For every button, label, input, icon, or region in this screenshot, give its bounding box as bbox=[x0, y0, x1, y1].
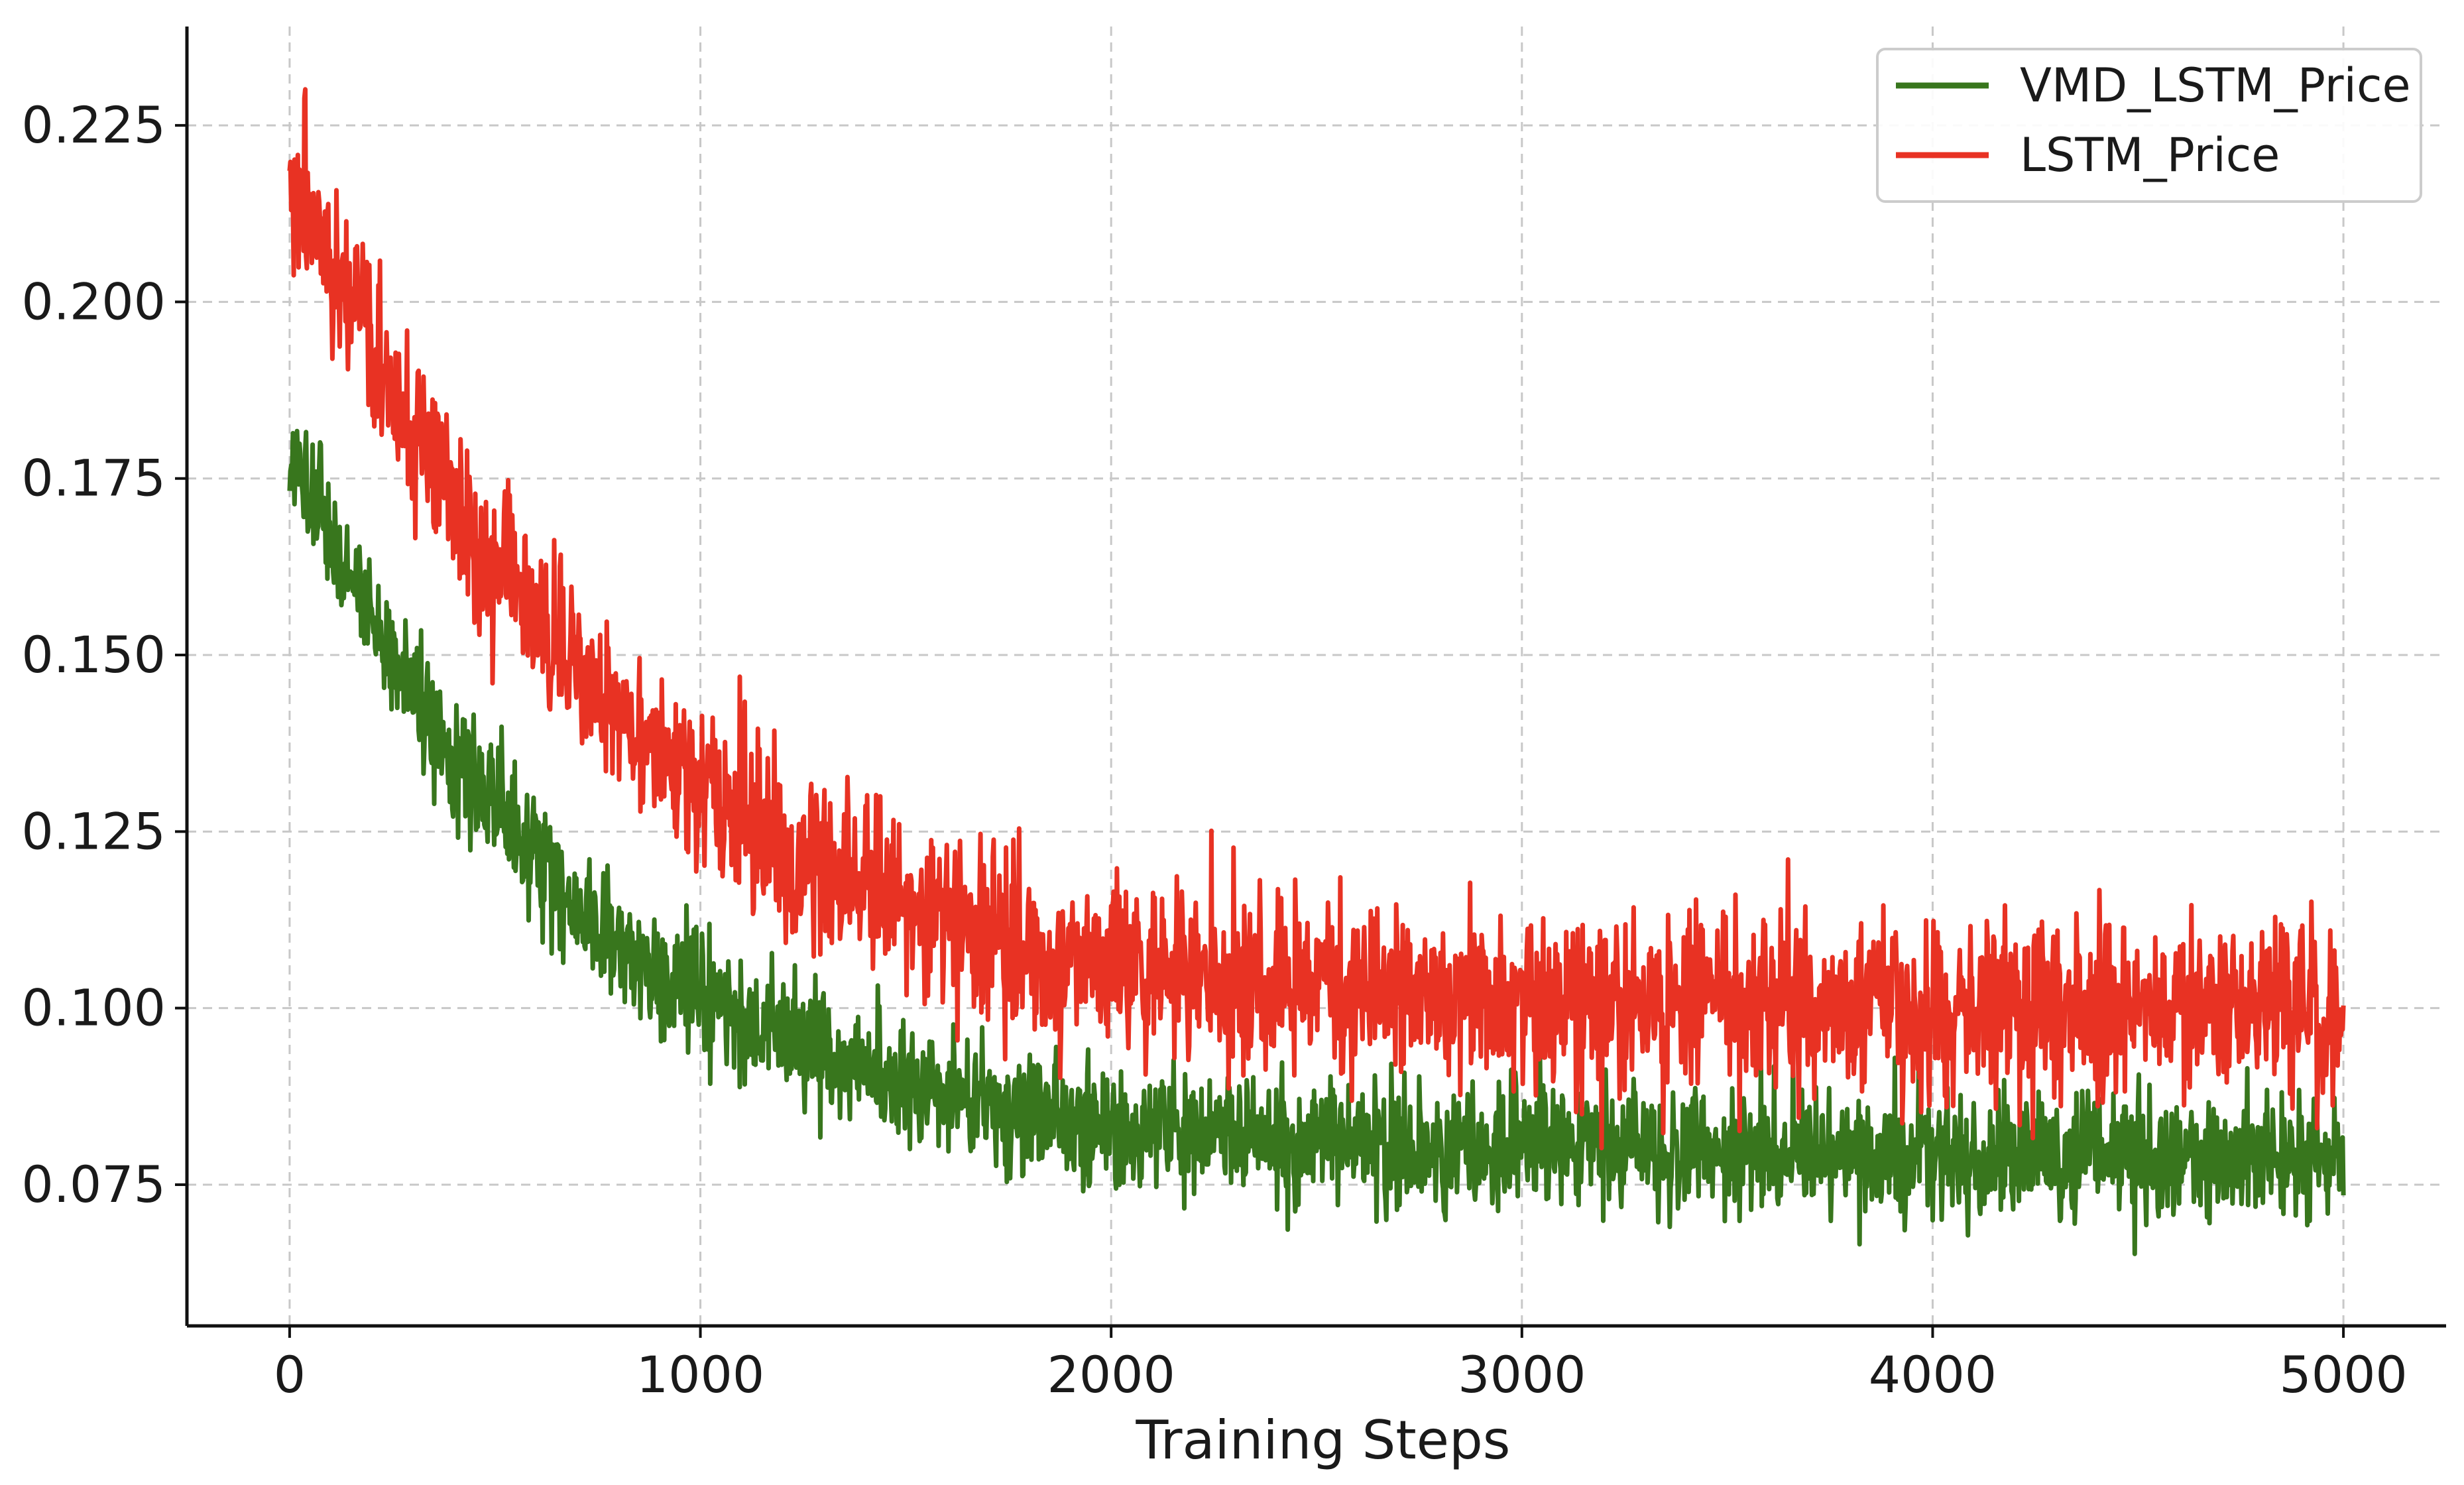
axes-layer bbox=[175, 27, 2446, 1338]
legend-label-lstm-price: LSTM_Price bbox=[2020, 128, 2280, 182]
x-tick-label: 3000 bbox=[1458, 1345, 1586, 1404]
series-line-vmd-lstm-price bbox=[287, 428, 2346, 1256]
x-tick-label: 2000 bbox=[1047, 1345, 1175, 1404]
x-tick-label: 5000 bbox=[2279, 1345, 2407, 1404]
x-tick-label: 1000 bbox=[636, 1345, 764, 1404]
y-tick-label: 0.175 bbox=[21, 449, 166, 508]
legend: VMD_LSTM_Price LSTM_Price bbox=[1876, 48, 2422, 203]
x-tick-label: 0 bbox=[274, 1345, 306, 1404]
legend-label-vmd-lstm-price: VMD_LSTM_Price bbox=[2020, 58, 2411, 113]
series-layer bbox=[287, 87, 2346, 1256]
y-tick-label: 0.225 bbox=[21, 95, 166, 154]
y-tick-label: 0.200 bbox=[21, 272, 166, 331]
labels-layer: 0 1000 2000 3000 4000 5000 0.075 0.100 0.125 0.15… bbox=[21, 95, 2407, 1471]
series-line-lstm-price bbox=[287, 87, 2346, 1151]
y-tick-label: 0.150 bbox=[21, 625, 166, 684]
y-tick-label: 0.075 bbox=[21, 1155, 166, 1214]
legend-box bbox=[1876, 48, 2422, 203]
y-tick-label: 0.100 bbox=[21, 979, 166, 1038]
y-tick-label: 0.125 bbox=[21, 802, 166, 861]
x-axis-label: Training Steps bbox=[1136, 1409, 1511, 1471]
x-tick-label: 4000 bbox=[1869, 1345, 1997, 1404]
